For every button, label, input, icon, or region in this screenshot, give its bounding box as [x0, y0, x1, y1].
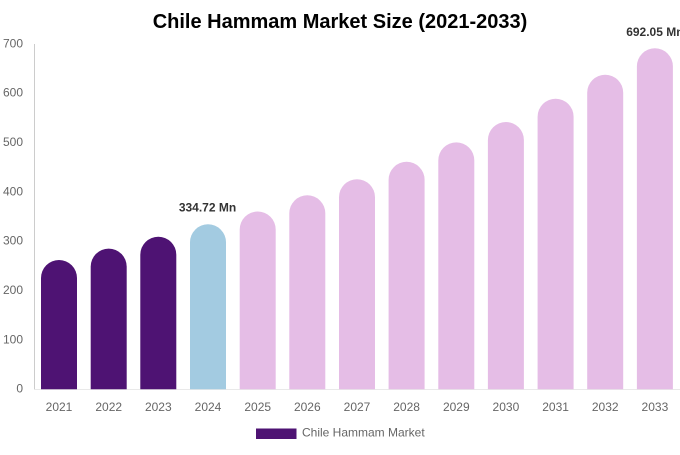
svg-text:692.05 Mn: 692.05 Mn: [626, 25, 680, 39]
svg-text:334.72 Mn: 334.72 Mn: [179, 200, 236, 214]
svg-text:2032: 2032: [592, 400, 619, 414]
svg-text:400: 400: [3, 184, 23, 198]
svg-text:2031: 2031: [542, 400, 569, 414]
svg-text:2024: 2024: [195, 400, 222, 414]
svg-text:700: 700: [3, 36, 23, 50]
svg-text:2027: 2027: [344, 400, 371, 414]
svg-text:2023: 2023: [145, 400, 172, 414]
svg-text:2026: 2026: [294, 400, 321, 414]
svg-text:300: 300: [3, 234, 23, 248]
svg-text:2025: 2025: [244, 400, 271, 414]
svg-text:600: 600: [3, 86, 23, 100]
svg-text:Chile Hammam Market Size (2021: Chile Hammam Market Size (2021-2033): [153, 11, 528, 33]
svg-text:Chile Hammam Market: Chile Hammam Market: [302, 426, 425, 440]
svg-text:500: 500: [3, 135, 23, 149]
svg-text:2033: 2033: [642, 400, 669, 414]
svg-text:0: 0: [16, 382, 23, 396]
svg-text:200: 200: [3, 283, 23, 297]
svg-text:100: 100: [3, 332, 23, 346]
svg-text:2028: 2028: [393, 400, 420, 414]
svg-text:2021: 2021: [46, 400, 73, 414]
svg-text:2022: 2022: [95, 400, 122, 414]
svg-text:2029: 2029: [443, 400, 470, 414]
svg-text:2030: 2030: [493, 400, 520, 414]
